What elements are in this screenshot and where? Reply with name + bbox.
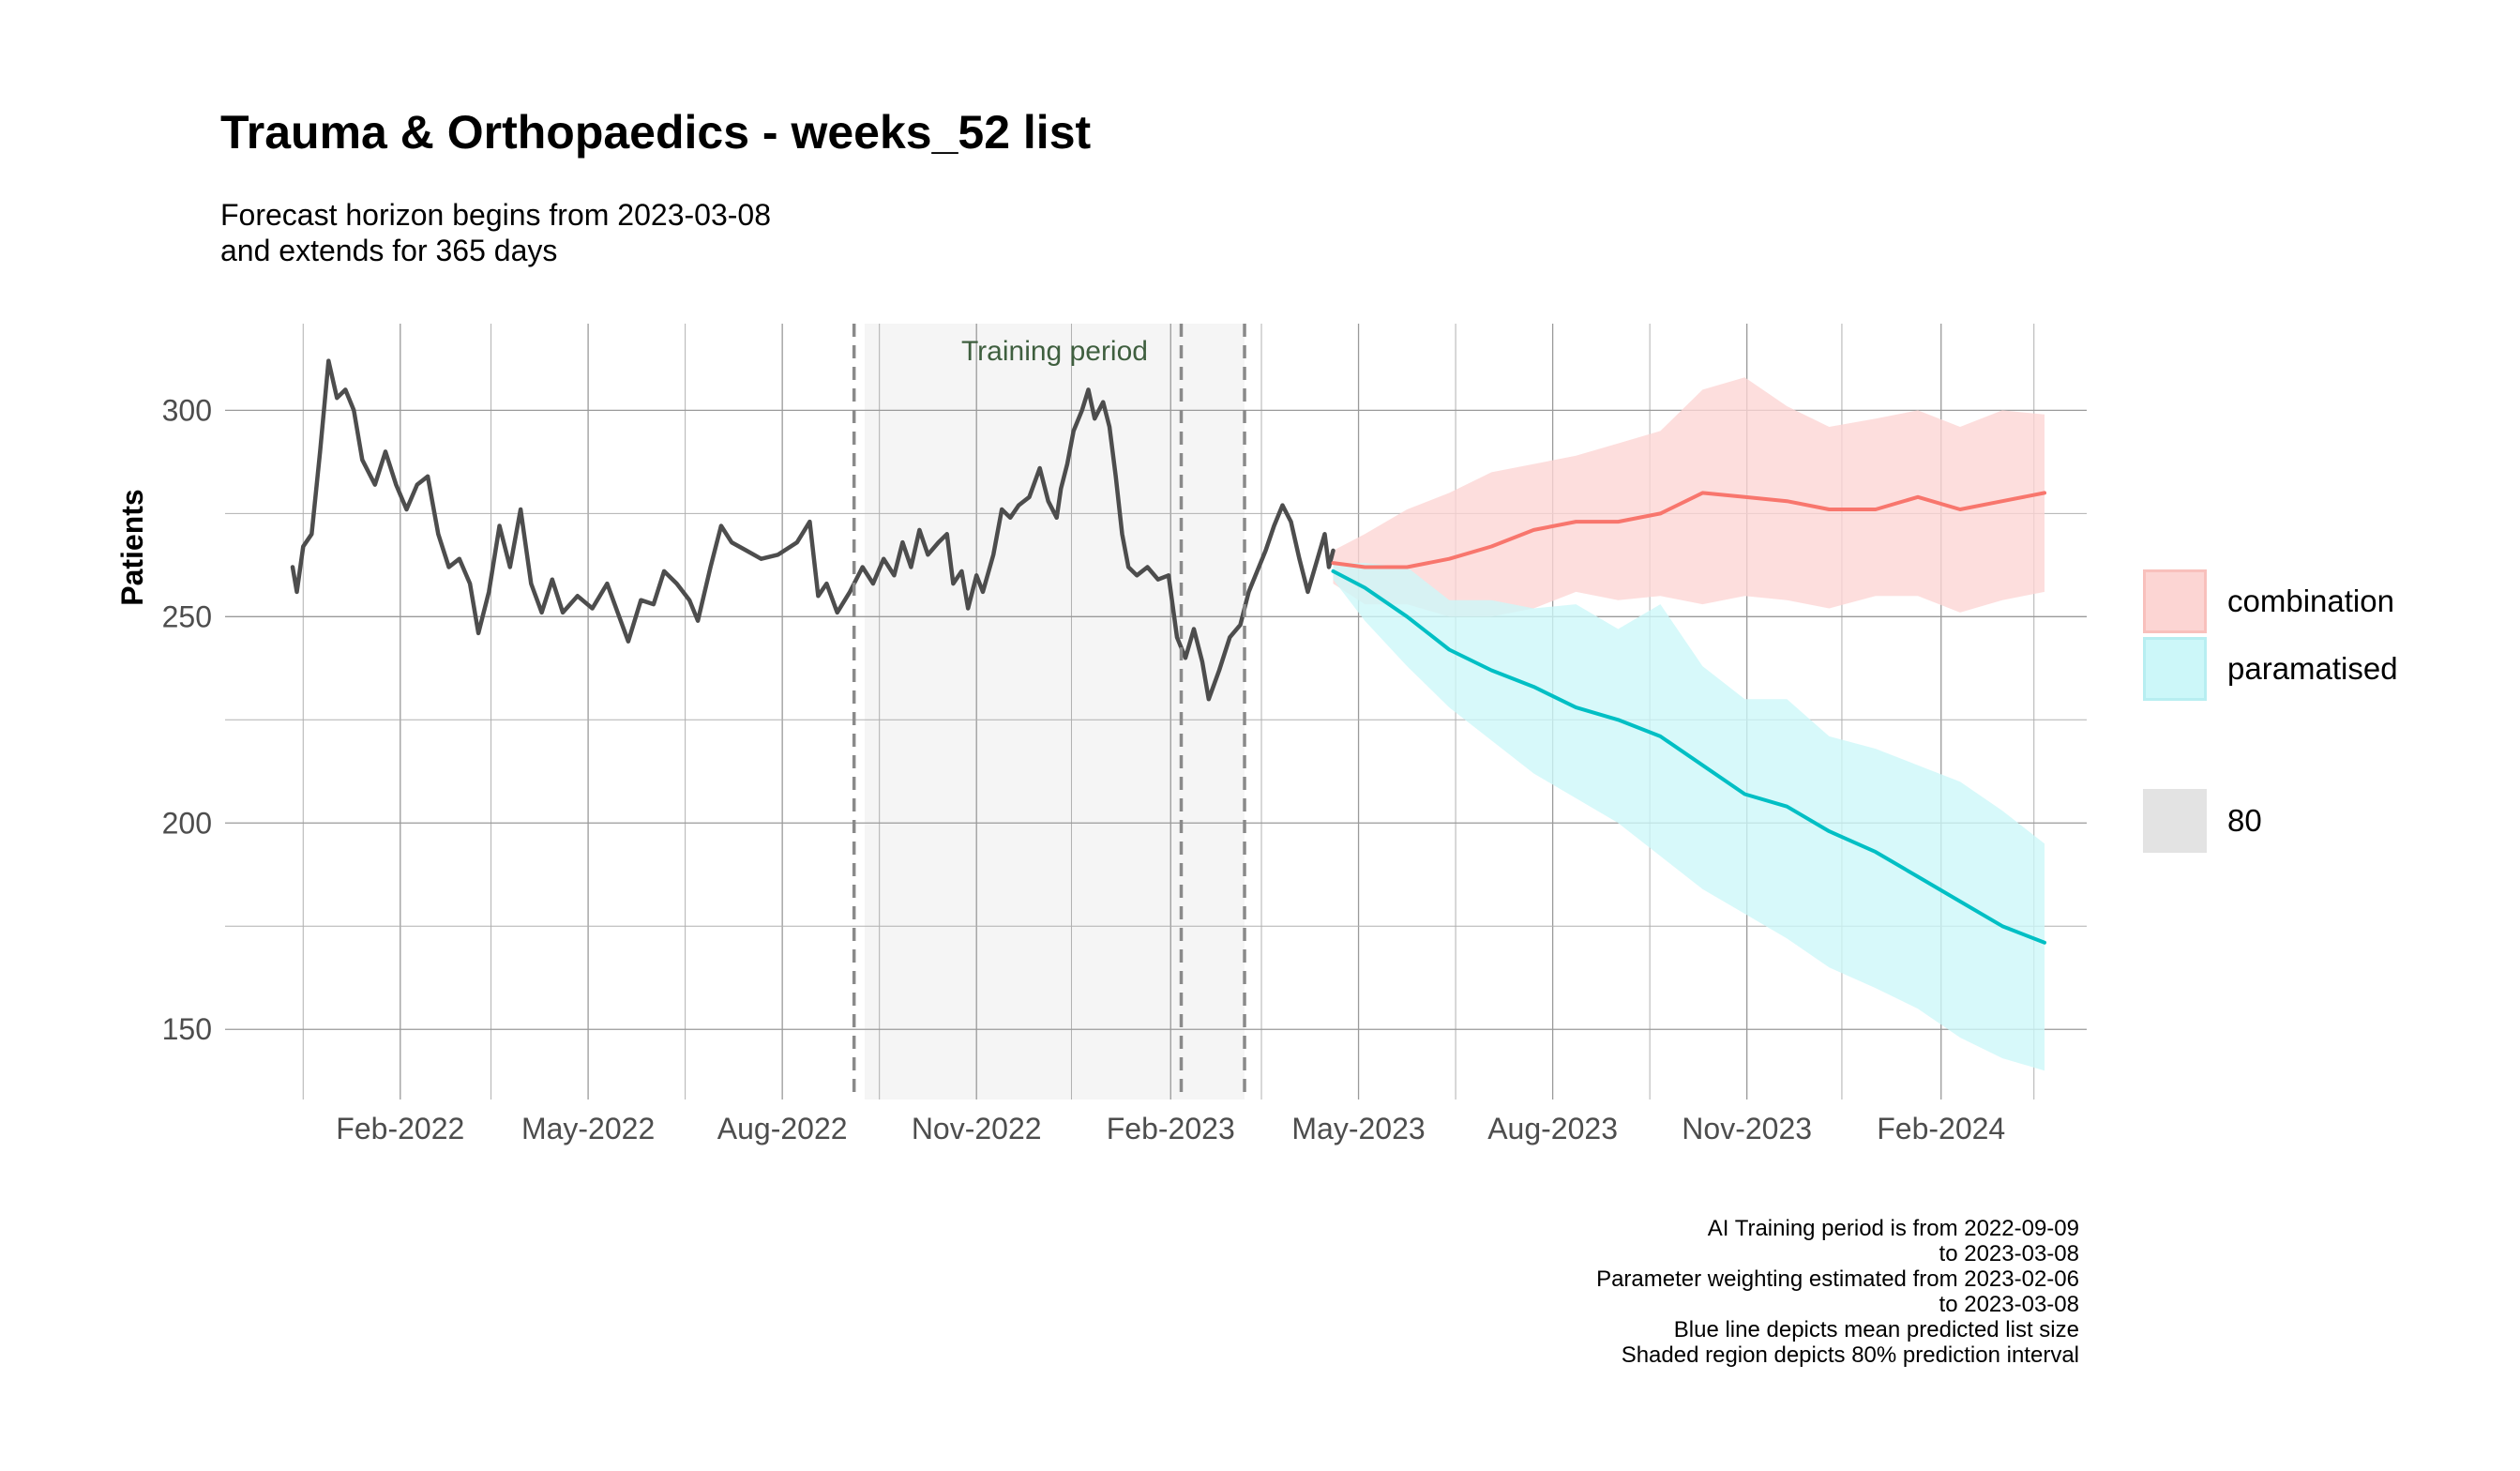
caption-line-1: AI Training period is from 2022-09-09	[1707, 1216, 2079, 1241]
prediction-bands	[1333, 377, 2045, 1071]
legend: combination paramatised 80	[2143, 568, 2398, 855]
legend-item-paramatised: paramatised	[2143, 635, 2398, 703]
subtitle-line-1: Forecast horizon begins from 2023-03-08	[220, 198, 771, 232]
caption-line-4: to 2023-03-08	[1939, 1292, 2079, 1317]
x-tick-label-0: Feb-2022	[336, 1112, 464, 1145]
line-paramatised	[1331, 569, 2046, 945]
y-tick-label-2: 250	[162, 599, 212, 633]
y-tick-label-3: 300	[162, 393, 212, 427]
legend-item-combination: combination	[2143, 568, 2398, 635]
legend-item-level: 80	[2143, 787, 2398, 855]
caption-line-5: Blue line depicts mean predicted list si…	[1673, 1317, 2079, 1342]
x-tick-label-1: May-2022	[521, 1112, 655, 1145]
series-lines	[290, 358, 2046, 945]
legend-swatch-paramatised	[2143, 637, 2207, 701]
legend-swatch-level	[2143, 789, 2207, 853]
chart-caption: AI Training period is from 2022-09-09 to…	[1596, 1216, 2079, 1368]
band-combination	[1333, 377, 2045, 617]
caption-line-3: Parameter weighting estimated from 2023-…	[1596, 1266, 2079, 1292]
line-observed	[290, 358, 1335, 702]
band-paramatised	[1333, 563, 2045, 1071]
chart-subtitle: Forecast horizon begins from 2023-03-08 …	[220, 197, 771, 268]
legend-label-paramatised: paramatised	[2227, 651, 2398, 686]
legend-label-level: 80	[2227, 803, 2262, 838]
caption-line-2: to 2023-03-08	[1939, 1241, 2079, 1266]
x-tick-label-6: Aug-2023	[1487, 1112, 1618, 1145]
training-region	[864, 324, 1245, 1099]
x-tick-label-8: Feb-2024	[1877, 1112, 2005, 1145]
line-combination	[1331, 491, 2046, 569]
x-tick-label-4: Feb-2023	[1107, 1112, 1235, 1145]
training-region-layer	[864, 324, 1245, 1099]
y-axis-label: Patients	[115, 489, 149, 605]
y-tick-label-1: 200	[162, 806, 212, 840]
x-tick-label-3: Nov-2022	[912, 1112, 1042, 1145]
legend-label-combination: combination	[2227, 584, 2394, 618]
x-tick-label-5: May-2023	[1291, 1112, 1425, 1145]
x-tick-label-2: Aug-2022	[717, 1112, 848, 1145]
y-tick-label-0: 150	[162, 1012, 212, 1046]
axis-labels: 150 200 250 300 Feb-2022 May-2022 Aug-2022 Nov-…	[162, 393, 2006, 1145]
x-tick-label-7: Nov-2023	[1682, 1112, 1812, 1145]
chart-title: Trauma & Orthopaedics - weeks_52 list	[220, 106, 1092, 159]
training-period-label: Training period	[961, 336, 1148, 367]
subtitle-line-2: and extends for 365 days	[220, 234, 558, 267]
legend-swatch-combination	[2143, 569, 2207, 633]
caption-line-6: Shaded region depicts 80% prediction int…	[1621, 1342, 2079, 1368]
